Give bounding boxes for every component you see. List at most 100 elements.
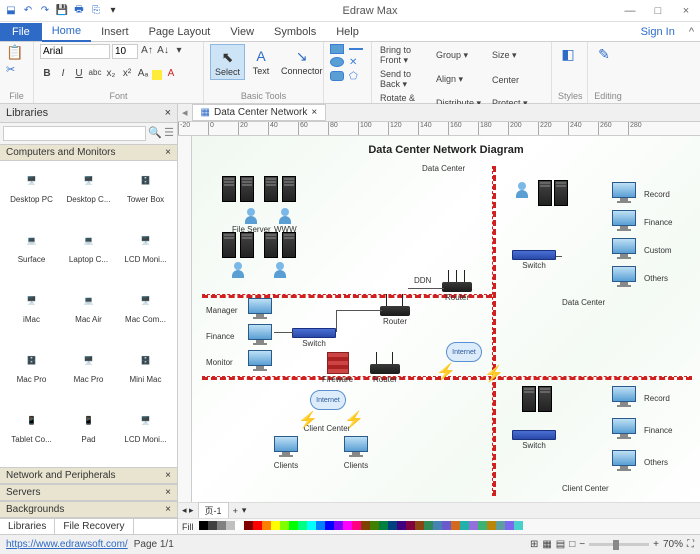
qat-save-icon[interactable]: 💾 — [55, 4, 69, 18]
view-btn-4[interactable]: □ — [569, 539, 575, 550]
lib-section-network[interactable]: Network and Peripherals× — [0, 467, 177, 484]
tab-insert[interactable]: Insert — [91, 23, 139, 41]
shape-rect[interactable] — [330, 44, 344, 54]
size-button[interactable]: Size ▾ — [490, 44, 545, 67]
node-router-r[interactable]: Router — [442, 270, 472, 302]
zoom-in-icon[interactable]: + — [653, 539, 659, 550]
tab-view[interactable]: View — [220, 23, 264, 41]
page-tab[interactable]: 页-1 — [198, 502, 229, 519]
font-family-select[interactable] — [40, 44, 110, 59]
doc-tab-close-icon[interactable]: × — [311, 107, 317, 118]
node-server-tr2[interactable] — [554, 180, 568, 206]
underline-button[interactable]: U — [72, 68, 86, 82]
node-mon-others-br[interactable] — [610, 450, 638, 474]
subscript-button[interactable]: x₂ — [104, 68, 118, 82]
node-monitor-mon[interactable] — [246, 350, 274, 374]
lib-section-computers[interactable]: Computers and Monitors× — [0, 144, 177, 161]
lib-item[interactable]: 💻Surface — [4, 225, 59, 283]
shape-line[interactable] — [349, 48, 363, 50]
color-swatch[interactable] — [217, 521, 226, 530]
canvas[interactable]: Data Center Network Diagram Data Center … — [192, 136, 700, 502]
fullscreen-icon[interactable]: ⛶ — [687, 539, 694, 550]
select-tool[interactable]: ⬉ Select — [210, 44, 245, 80]
node-client-l1[interactable]: Clients — [272, 436, 300, 470]
lib-section-servers[interactable]: Servers× — [0, 484, 177, 501]
text-tool[interactable]: A Text — [247, 44, 275, 80]
node-mon-finance-r[interactable] — [610, 210, 638, 234]
lib-item[interactable]: 🖥️iMac — [4, 285, 59, 343]
lib-item[interactable]: 🗄️Tower Box — [118, 165, 173, 223]
center-button[interactable]: Center — [490, 68, 545, 91]
color-swatch[interactable] — [361, 521, 370, 530]
node-switch-br[interactable]: Switch — [512, 430, 556, 450]
color-swatch[interactable] — [487, 521, 496, 530]
color-swatch[interactable] — [271, 521, 280, 530]
lib-item[interactable]: 📱Tablet Co... — [4, 405, 59, 463]
node-switch-l[interactable]: Switch — [292, 328, 336, 348]
node-person-4[interactable] — [274, 262, 286, 278]
group-editing[interactable]: ✎ Editing — [588, 42, 628, 103]
bring-front-button[interactable]: Bring to Front ▾ — [378, 44, 433, 67]
page-nav[interactable]: ◂ ▸ — [182, 505, 194, 516]
shape-x-icon[interactable]: ✕ — [349, 57, 365, 68]
qat-print-icon[interactable]: 🖶 — [72, 4, 86, 18]
lib-item[interactable]: 💻Mac Air — [61, 285, 116, 343]
font-size-select[interactable] — [112, 44, 138, 59]
qat-export-icon[interactable]: ⎘ — [89, 4, 103, 18]
node-server-8[interactable] — [282, 232, 296, 258]
color-swatch[interactable] — [514, 521, 523, 530]
section-close-icon[interactable]: × — [165, 147, 171, 158]
color-swatch[interactable] — [424, 521, 433, 530]
page-context-icon[interactable]: ▾ — [242, 505, 247, 516]
tab-symbols[interactable]: Symbols — [264, 23, 326, 41]
qat-more-icon[interactable]: ▾ — [106, 4, 120, 18]
color-swatch[interactable] — [496, 521, 505, 530]
color-swatch[interactable] — [325, 521, 334, 530]
color-swatch[interactable] — [262, 521, 271, 530]
lib-item[interactable]: 💻Laptop C... — [61, 225, 116, 283]
color-swatch[interactable] — [199, 521, 208, 530]
connector-tool[interactable]: ↘ Connector — [277, 44, 327, 80]
lib-item[interactable]: 🖥️LCD Moni... — [118, 225, 173, 283]
minimize-button[interactable]: — — [620, 5, 640, 17]
node-server-br2[interactable] — [538, 386, 552, 412]
color-swatch[interactable] — [235, 521, 244, 530]
color-swatch[interactable] — [226, 521, 235, 530]
status-url[interactable]: https://www.edrawsoft.com/ — [6, 539, 128, 550]
italic-button[interactable]: I — [56, 68, 70, 82]
node-person-file[interactable]: File Server — [232, 208, 271, 234]
color-swatch[interactable] — [415, 521, 424, 530]
lib-tab-recovery[interactable]: File Recovery — [55, 519, 133, 534]
group-button[interactable]: Group ▾ — [434, 44, 489, 67]
page-add-button[interactable]: + — [233, 506, 238, 516]
search-icon[interactable]: 🔍 — [148, 126, 162, 141]
qat-app-icon[interactable]: ⬓ — [4, 4, 18, 18]
color-swatch[interactable] — [505, 521, 514, 530]
color-swatch[interactable] — [352, 521, 361, 530]
node-client-l2[interactable]: Clients — [342, 436, 370, 470]
lib-tab-libraries[interactable]: Libraries — [0, 519, 55, 534]
color-swatch[interactable] — [289, 521, 298, 530]
view-btn-1[interactable]: ⊞ — [530, 539, 538, 550]
zoom-slider[interactable] — [589, 543, 649, 546]
node-cloud-1[interactable]: Internet — [310, 390, 346, 410]
color-swatch[interactable] — [208, 521, 217, 530]
decrease-font-icon[interactable]: A↓ — [156, 45, 170, 59]
color-swatch[interactable] — [379, 521, 388, 530]
font-color-button[interactable]: A — [164, 68, 178, 82]
node-server-1[interactable] — [222, 176, 236, 202]
libraries-close-icon[interactable]: × — [165, 107, 171, 119]
node-router-c2[interactable]: Router — [370, 352, 400, 384]
color-swatch[interactable] — [433, 521, 442, 530]
lib-item[interactable]: 🖥️Desktop PC — [4, 165, 59, 223]
highlight-button[interactable] — [152, 70, 162, 80]
qat-redo-icon[interactable]: ↷ — [38, 4, 52, 18]
node-server-tr1[interactable] — [538, 180, 552, 206]
send-back-button[interactable]: Send to Back ▾ — [378, 68, 433, 91]
color-swatch[interactable] — [469, 521, 478, 530]
color-swatch[interactable] — [316, 521, 325, 530]
color-swatch[interactable] — [280, 521, 289, 530]
node-fireware[interactable]: Fireware — [322, 352, 353, 384]
shape-poly-icon[interactable]: ⬠ — [349, 71, 365, 82]
color-swatch[interactable] — [253, 521, 262, 530]
